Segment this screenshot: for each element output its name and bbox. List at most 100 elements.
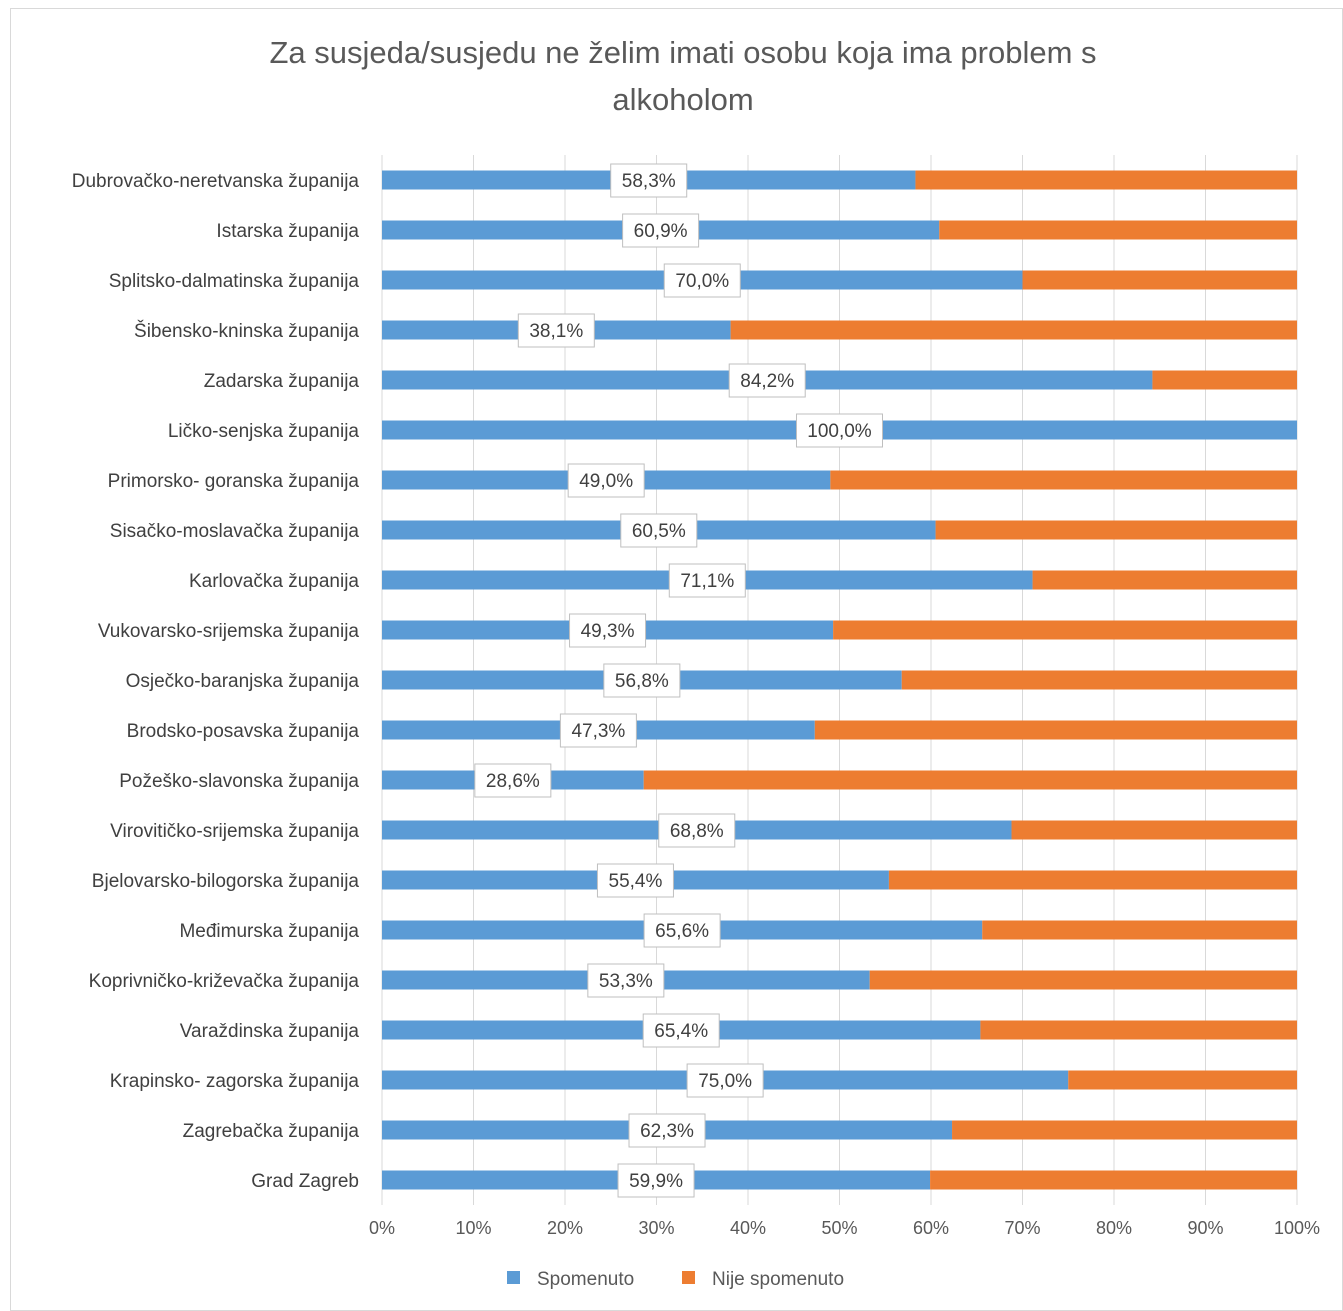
x-tick-label: 80% bbox=[1096, 1218, 1132, 1238]
data-label: 60,5% bbox=[632, 521, 686, 542]
bar-nije-spomenuto bbox=[1068, 1070, 1297, 1090]
bar-nije-spomenuto bbox=[915, 170, 1297, 190]
bar-nije-spomenuto bbox=[935, 520, 1297, 540]
data-label-box bbox=[663, 263, 741, 298]
x-tick-label: 20% bbox=[547, 1218, 583, 1238]
bar-nije-spomenuto bbox=[980, 1020, 1297, 1040]
bar-nije-spomenuto bbox=[814, 720, 1297, 740]
x-tick-label: 50% bbox=[821, 1218, 857, 1238]
x-tick-label: 10% bbox=[455, 1218, 491, 1238]
data-label: 84,2% bbox=[740, 371, 794, 392]
category-label: Međimurska županija bbox=[179, 921, 359, 942]
data-label: 59,9% bbox=[629, 1171, 683, 1192]
x-tick-label: 90% bbox=[1187, 1218, 1223, 1238]
category-label: Koprivničko-križevačka županija bbox=[89, 971, 360, 992]
data-label: 49,0% bbox=[579, 471, 633, 492]
data-label: 65,6% bbox=[655, 921, 709, 942]
data-label: 56,8% bbox=[615, 671, 669, 692]
category-label: Varaždinska županija bbox=[180, 1021, 360, 1042]
legend: Spomenuto Nije spomenuto bbox=[507, 1269, 844, 1290]
data-label-box bbox=[628, 1113, 706, 1148]
bar-nije-spomenuto bbox=[982, 920, 1297, 940]
x-tick-label: 30% bbox=[638, 1218, 674, 1238]
data-label: 62,3% bbox=[640, 1121, 694, 1142]
data-label: 65,4% bbox=[654, 1021, 708, 1042]
data-label-box bbox=[569, 613, 647, 648]
bar-nije-spomenuto bbox=[1022, 270, 1297, 290]
data-label-box bbox=[610, 163, 688, 198]
category-label: Ličko-senjska županija bbox=[168, 421, 360, 442]
data-label-box bbox=[603, 663, 681, 698]
bar-nije-spomenuto bbox=[833, 620, 1297, 640]
bar-nije-spomenuto bbox=[1032, 570, 1297, 590]
x-tick-label: 40% bbox=[730, 1218, 766, 1238]
data-label-box bbox=[559, 713, 637, 748]
chart-title-line-2: alkoholom bbox=[612, 82, 753, 117]
category-label: Bjelovarsko-bilogorska županija bbox=[92, 871, 360, 892]
data-label: 75,0% bbox=[698, 1071, 752, 1092]
bar-nije-spomenuto bbox=[952, 1120, 1297, 1140]
data-label: 28,6% bbox=[486, 771, 540, 792]
bar-nije-spomenuto bbox=[930, 1170, 1297, 1190]
data-label: 47,3% bbox=[571, 721, 625, 742]
data-label-box bbox=[668, 563, 746, 598]
category-label: Požeško-slavonska županija bbox=[119, 771, 359, 792]
data-label: 55,4% bbox=[609, 871, 663, 892]
data-label: 100,0% bbox=[807, 421, 872, 442]
category-label: Šibensko-kninska županija bbox=[134, 320, 359, 342]
bar-nije-spomenuto bbox=[939, 220, 1297, 240]
bar-nije-spomenuto bbox=[869, 970, 1297, 990]
data-label: 71,1% bbox=[680, 571, 734, 592]
category-label: Vukovarsko-srijemska županija bbox=[98, 621, 360, 642]
data-label-box bbox=[567, 463, 645, 498]
x-tick-label: 0% bbox=[369, 1218, 395, 1238]
data-label-box bbox=[622, 213, 700, 248]
data-label-box bbox=[617, 1163, 695, 1198]
data-label-box bbox=[643, 913, 721, 948]
bar-nije-spomenuto bbox=[1011, 820, 1297, 840]
data-label-box bbox=[596, 863, 674, 898]
data-label: 53,3% bbox=[599, 971, 653, 992]
data-label-box bbox=[587, 963, 665, 998]
category-label: Sisačko-moslavačka županija bbox=[110, 521, 360, 542]
category-label: Virovitičko-srijemska županija bbox=[110, 821, 359, 842]
data-label-box bbox=[620, 513, 698, 548]
data-label-box bbox=[686, 1063, 764, 1098]
category-label: Dubrovačko-neretvanska županija bbox=[72, 171, 360, 192]
x-tick-label: 60% bbox=[913, 1218, 949, 1238]
legend-label-spomenuto: Spomenuto bbox=[537, 1269, 634, 1290]
value-axis-ticks: 0% 10% 20% 30% 40% 50% 60% 70% 80% 90% 100% bbox=[369, 1218, 1320, 1238]
legend-label-nije-spomenuto: Nije spomenuto bbox=[712, 1269, 844, 1290]
category-label: Grad Zagreb bbox=[251, 1171, 359, 1192]
data-label: 70,0% bbox=[675, 271, 729, 292]
data-label: 68,8% bbox=[670, 821, 724, 842]
data-label: 49,3% bbox=[581, 621, 635, 642]
data-label-box bbox=[658, 813, 736, 848]
legend-swatch-spomenuto bbox=[507, 1271, 520, 1284]
data-label: 60,9% bbox=[634, 221, 688, 242]
bar-nije-spomenuto bbox=[643, 770, 1297, 790]
x-tick-label: 100% bbox=[1274, 1218, 1320, 1238]
x-tick-label: 70% bbox=[1004, 1218, 1040, 1238]
data-label: 58,3% bbox=[622, 171, 676, 192]
category-label: Zadarska županija bbox=[204, 371, 360, 392]
category-label: Splitsko-dalmatinska županija bbox=[109, 271, 360, 292]
category-label: Krapinsko- zagorska županija bbox=[110, 1071, 360, 1092]
data-label: 38,1% bbox=[529, 321, 583, 342]
bar-nije-spomenuto bbox=[901, 670, 1297, 690]
bar-nije-spomenuto bbox=[730, 320, 1297, 340]
chart-title-line-1: Za susjeda/susjedu ne želim imati osobu … bbox=[269, 35, 1096, 70]
data-label-box bbox=[796, 413, 883, 448]
legend-swatch-nije-spomenuto bbox=[682, 1271, 695, 1284]
category-label: Primorsko- goranska županija bbox=[108, 471, 360, 492]
data-label-box bbox=[517, 313, 595, 348]
category-label: Zagrebačka županija bbox=[183, 1121, 360, 1142]
data-label-box bbox=[728, 363, 806, 398]
category-label: Brodsko-posavska županija bbox=[127, 721, 360, 742]
category-label: Osječko-baranjska županija bbox=[126, 671, 360, 692]
category-label: Istarska županija bbox=[216, 221, 359, 242]
category-label: Karlovačka županija bbox=[189, 571, 359, 592]
category-axis-labels: Dubrovačko-neretvanska županija Istarska … bbox=[72, 171, 360, 1192]
data-label-box bbox=[642, 1013, 720, 1048]
